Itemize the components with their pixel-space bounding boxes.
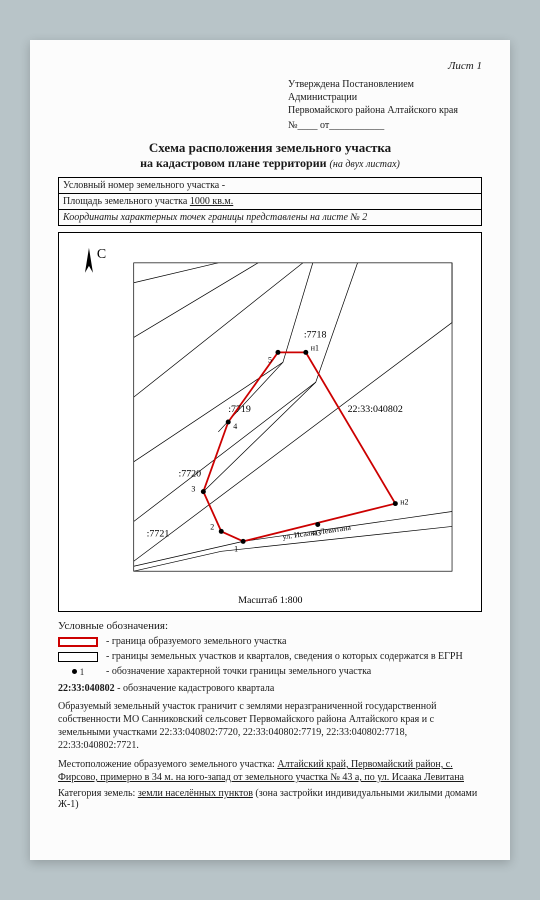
- location-block: Местоположение образуемого земельного уч…: [58, 758, 482, 784]
- legend-text-2: - границы земельных участков и кварталов…: [106, 651, 463, 662]
- svg-text:3: 3: [191, 485, 195, 494]
- approval-line1: Утверждена Постановлением Администрации: [288, 78, 482, 104]
- label-7720: :7720: [178, 469, 201, 480]
- map-svg: С :7718 :7719 :7720 :7721 22:33:040802 у…: [59, 233, 481, 611]
- info-table: Условный номер земельного участка - Площ…: [58, 177, 482, 226]
- parcel-lines-2: [203, 362, 315, 491]
- cadastral-legend: 22:33:040802 - обозначение кадастрового …: [58, 683, 482, 694]
- symbol-black-box: [58, 652, 98, 662]
- description-text: Образуемый земельный участок граничит с …: [58, 700, 482, 752]
- sheet-number: Лист 1: [58, 60, 482, 72]
- info-row-3: Координаты характерных точек границы пре…: [59, 210, 482, 226]
- symbol-red-box: [58, 637, 98, 647]
- legend-text-3: - обозначение характерной точки границы …: [106, 666, 371, 677]
- subtitle-main: на кадастровом плане территории: [140, 156, 326, 170]
- legend-title: Условные обозначения:: [58, 620, 482, 632]
- boundary-polygon: [203, 352, 395, 541]
- document-title: Схема расположения земельного участка: [58, 140, 482, 156]
- approval-line3: №____ от___________: [288, 119, 482, 132]
- label-7721: :7721: [147, 528, 170, 539]
- legend-text-1: - граница образуемого земельного участка: [106, 636, 286, 647]
- cadastral-map: С :7718 :7719 :7720 :7721 22:33:040802 у…: [58, 232, 482, 612]
- svg-text:1: 1: [234, 544, 238, 553]
- cadastral-number: 22:33:040802: [58, 683, 115, 694]
- category-block: Категория земель: земли населённых пункт…: [58, 788, 482, 810]
- legend-row-point: 1 - обозначение характерной точки границ…: [58, 666, 482, 677]
- approval-block: Утверждена Постановлением Администрации …: [288, 78, 482, 132]
- legend-row-parcels: - границы земельных участков и кварталов…: [58, 651, 482, 662]
- label-7719: :7719: [228, 404, 251, 415]
- road-lines: [134, 512, 452, 572]
- svg-text:н2: н2: [400, 498, 408, 507]
- symbol-point: 1: [58, 667, 98, 677]
- svg-text:н1: н1: [311, 343, 319, 352]
- category-label: Категория земель:: [58, 788, 138, 799]
- svg-text:н3: н3: [313, 528, 321, 537]
- svg-text:5: 5: [268, 355, 272, 364]
- svg-text:С: С: [97, 247, 106, 262]
- svg-text:2: 2: [210, 522, 214, 531]
- document-subtitle: на кадастровом плане территории (на двух…: [58, 156, 482, 171]
- parcel-lines-1: [134, 263, 452, 561]
- svg-text:4: 4: [233, 422, 237, 431]
- legend-row-boundary: - граница образуемого земельного участка: [58, 636, 482, 647]
- label-cadastral: 22:33:040802: [348, 404, 403, 415]
- info-row-1: Условный номер земельного участка -: [59, 178, 482, 194]
- document-page: Лист 1 Утверждена Постановлением Админис…: [30, 40, 510, 860]
- location-label: Местоположение образуемого земельного уч…: [58, 759, 277, 770]
- info-row-2: Площадь земельного участка 1000 кв.м.: [59, 194, 482, 210]
- label-7718: :7718: [304, 329, 327, 340]
- scale-label: Масштаб 1:800: [238, 595, 302, 606]
- approval-line2: Первомайского района Алтайского края: [288, 104, 482, 117]
- category-underline: земли населённых пунктов: [138, 788, 253, 799]
- subtitle-note: (на двух листах): [330, 159, 400, 170]
- north-arrow: С: [85, 247, 106, 273]
- cadastral-text: - обозначение кадастрового квартала: [117, 683, 274, 694]
